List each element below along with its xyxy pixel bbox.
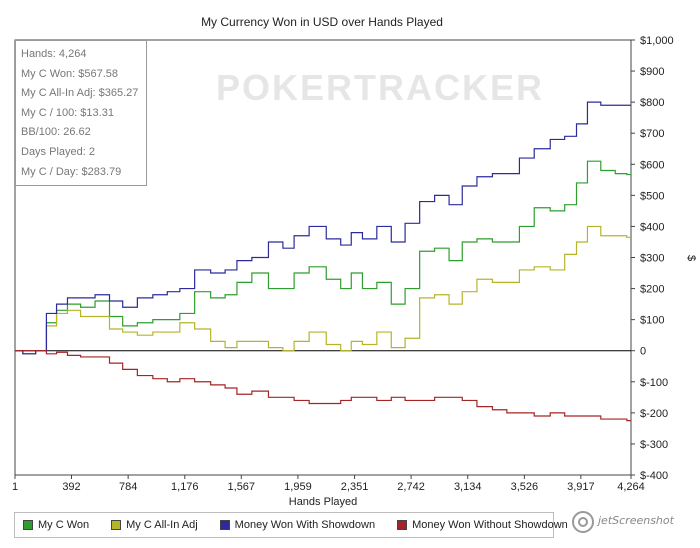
legend-item-all-in-adj[interactable]: My C All-In Adj [111,519,198,531]
x-tick-label: 3,917 [567,481,595,493]
y-tick-label: $600 [640,159,664,171]
y-tick-label: $300 [640,253,664,265]
stat-per-day: My C / Day: $283.79 [21,165,122,178]
legend-swatch-all-in-adj [111,520,122,530]
camera-logo-icon [572,511,594,533]
x-tick-label: 1,567 [228,481,256,493]
legend-swatch-with-showdown [219,520,230,530]
chart-title: My Currency Won in USD over Hands Played [201,15,443,29]
chart-legend: My C Won My C All-In Adj Money Won With … [14,512,568,538]
x-tick-label: 3,526 [511,481,539,493]
legend-swatch-my-c-won [23,520,33,530]
series-line-money-won-without-showdown [15,350,631,422]
legend-item-without-showdown[interactable]: Money Won Without Showdown [397,519,568,531]
legend-label: My C Won [38,519,90,531]
y-tick-label: $400 [640,221,664,233]
y-axis-label: $ [685,255,697,261]
x-tick-label: 2,742 [397,481,425,493]
x-tick-label: 784 [119,481,137,493]
x-tick-label: 2,351 [341,481,369,493]
legend-label: My C All-In Adj [126,519,198,531]
stat-won: My C Won: $567.58 [21,67,119,80]
series-line-my-c-all-in-adj [15,225,631,355]
y-tick-label: $1,000 [640,35,674,47]
stat-bb-100: BB/100: 26.62 [21,126,91,139]
y-axis: $-400 $-300 $-200 $-100 0 $100 $200 $300 $400 $50… [631,35,674,482]
series-line-my-c-won [15,160,631,355]
y-tick-label: $900 [640,66,664,78]
credit-text: jetScreenshot [598,514,674,527]
y-tick-label: $-100 [640,377,668,389]
x-tick-label: 1,176 [171,481,199,493]
y-tick-label: $500 [640,190,664,202]
x-axis: 1 392 784 1,176 1,567 1,959 2,351 2,742 3,134 3,5… [12,475,645,493]
y-tick-label: $-400 [640,470,668,482]
x-tick-label: 4,264 [617,481,645,493]
watermark: POKERTRACKER [216,67,544,108]
x-tick-label: 1 [12,481,18,493]
x-tick-label: 1,959 [284,481,312,493]
series-line-money-won-with-showdown [15,101,631,355]
y-tick-label: $200 [640,284,664,296]
stat-allin-adj: My C All-In Adj: $365.27 [21,87,139,100]
stat-per-100: My C / 100: $13.31 [21,106,114,119]
stats-box: Hands: 4,264 My C Won: $567.58 My C All-… [15,40,147,186]
legend-item-with-showdown[interactable]: Money Won With Showdown [219,519,376,531]
x-tick-label: 3,134 [454,481,482,493]
y-tick-label: $-300 [640,439,668,451]
series-layer [15,101,631,422]
y-tick-label: $-200 [640,408,668,420]
y-tick-label: $700 [640,128,664,140]
stat-hands: Hands: 4,264 [21,48,87,60]
y-tick-label: 0 [640,346,646,358]
x-tick-label: 392 [62,481,80,493]
legend-item-my-c-won[interactable]: My C Won [23,519,89,531]
stat-days-played: Days Played: 2 [21,145,95,158]
legend-swatch-without-showdown [397,520,408,530]
y-tick-label: $100 [640,315,664,327]
legend-label: Money Won Without Showdown [412,519,568,531]
x-axis-label: Hands Played [289,496,358,508]
y-tick-label: $800 [640,97,664,109]
legend-label: Money Won With Showdown [234,519,376,531]
